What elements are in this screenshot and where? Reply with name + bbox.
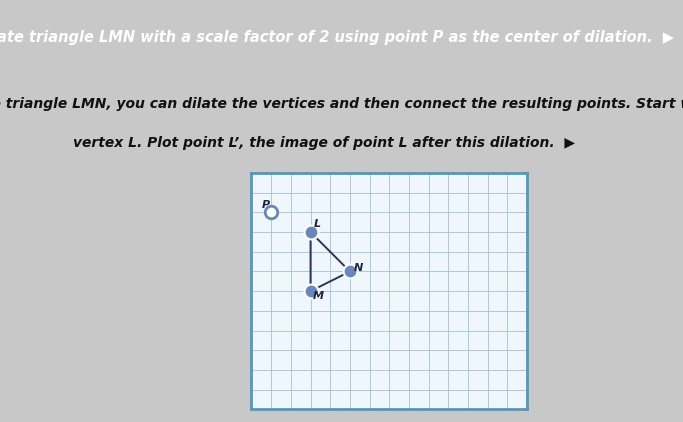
Text: vertex L. Plot point L’, the image of point L after this dilation.  ▶︎: vertex L. Plot point L’, the image of po… — [74, 136, 575, 150]
Text: Dilate triangle LMN with a scale factor of 2 using point P as the center of dila: Dilate triangle LMN with a scale factor … — [0, 30, 674, 46]
Text: L: L — [313, 219, 320, 229]
Text: N: N — [354, 263, 363, 273]
Text: P: P — [262, 200, 269, 211]
Text: To dilate triangle LMN, you can dilate the vertices and then connect the resulti: To dilate triangle LMN, you can dilate t… — [0, 97, 683, 111]
Text: M: M — [313, 291, 324, 301]
